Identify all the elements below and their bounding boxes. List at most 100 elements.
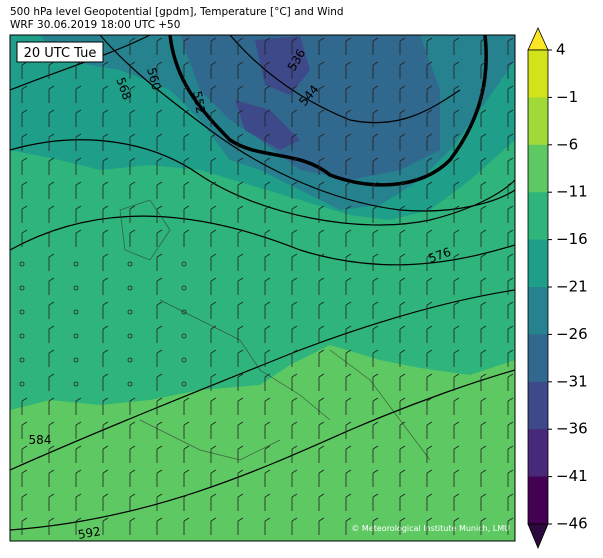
- wind-barb: [183, 61, 190, 79]
- wind-barb: [102, 469, 109, 487]
- wind-barb: [129, 445, 136, 463]
- wind-barb: [129, 181, 136, 199]
- wind-barb: [426, 349, 433, 367]
- wind-barb: [399, 445, 406, 463]
- calm-marker: [181, 381, 187, 387]
- wind-barb: [210, 133, 217, 151]
- wind-barb: [480, 301, 487, 319]
- calm-marker: [127, 333, 133, 339]
- wind-barb: [48, 445, 55, 463]
- wind-barb: [426, 373, 433, 391]
- colorbar-band: [528, 429, 548, 478]
- wind-barb: [399, 325, 406, 343]
- wind-barb: [21, 469, 28, 487]
- calm-marker: [19, 357, 25, 363]
- wind-barb: [291, 229, 298, 247]
- wind-barb: [480, 229, 487, 247]
- wind-barb: [102, 181, 109, 199]
- wind-barb: [372, 325, 379, 343]
- wind-barb: [399, 517, 406, 535]
- wind-barb: [264, 325, 271, 343]
- wind-barb: [291, 397, 298, 415]
- wind-barb: [264, 181, 271, 199]
- wind-barb: [210, 421, 217, 439]
- wind-barb: [426, 229, 433, 247]
- wind-barb: [372, 517, 379, 535]
- wind-barb: [453, 253, 460, 271]
- wind-barb: [372, 109, 379, 127]
- wind-barb: [318, 517, 325, 535]
- colorbar-tick-label: −36: [556, 420, 588, 438]
- wind-barb: [507, 421, 514, 439]
- wind-barb: [291, 181, 298, 199]
- wind-barb: [318, 85, 325, 103]
- map-frame: [9, 34, 516, 542]
- wind-barb: [102, 133, 109, 151]
- wind-barb: [75, 133, 82, 151]
- wind-barb: [426, 37, 433, 55]
- wind-barb: [264, 85, 271, 103]
- wind-barb: [372, 277, 379, 295]
- wind-barb: [399, 469, 406, 487]
- wind-barb: [507, 301, 514, 319]
- wind-barb: [237, 373, 244, 391]
- calm-marker: [73, 357, 79, 363]
- wind-barb: [453, 445, 460, 463]
- wind-barb: [372, 205, 379, 223]
- wind-barb: [453, 421, 460, 439]
- wind-barb: [507, 109, 514, 127]
- wind-barb: [129, 85, 136, 103]
- wind-barb: [264, 205, 271, 223]
- wind-barb: [345, 325, 352, 343]
- wind-barb: [426, 205, 433, 223]
- wind-barb: [156, 85, 163, 103]
- wind-barb: [48, 109, 55, 127]
- wind-barb: [210, 517, 217, 535]
- wind-barb: [183, 181, 190, 199]
- wind-barb: [210, 277, 217, 295]
- wind-barb: [237, 109, 244, 127]
- wind-barb: [426, 133, 433, 151]
- calm-marker: [73, 285, 79, 291]
- wind-barb: [237, 493, 244, 511]
- colorbar-band: [528, 476, 548, 525]
- wind-barb: [129, 469, 136, 487]
- wind-barb: [264, 469, 271, 487]
- wind-barb: [318, 445, 325, 463]
- wind-barb: [426, 85, 433, 103]
- wind-barb: [480, 373, 487, 391]
- wind-barb: [291, 421, 298, 439]
- wind-barb: [399, 37, 406, 55]
- wind-barb: [318, 421, 325, 439]
- colorbar-tick-label: −6: [556, 135, 578, 153]
- contour-label: 560: [144, 66, 163, 92]
- wind-barb: [480, 517, 487, 535]
- wind-barb: [480, 397, 487, 415]
- wind-barb: [480, 421, 487, 439]
- wind-barb: [183, 205, 190, 223]
- wind-barb: [102, 61, 109, 79]
- wind-barb: [426, 397, 433, 415]
- colorbar-tick-label: −21: [556, 278, 588, 296]
- wind-barb: [480, 157, 487, 175]
- wind-barb: [48, 421, 55, 439]
- wind-barb: [21, 109, 28, 127]
- wind-barb: [507, 181, 514, 199]
- wind-barb: [129, 61, 136, 79]
- colorbar-band: [528, 144, 548, 193]
- wind-barb: [129, 493, 136, 511]
- title-line-2: WRF 30.06.2019 18:00 UTC +50: [10, 19, 180, 31]
- wind-barb: [453, 373, 460, 391]
- wind-barb: [210, 61, 217, 79]
- wind-barb: [129, 157, 136, 175]
- wind-barb: [291, 493, 298, 511]
- wind-barb: [129, 205, 136, 223]
- wind-barb: [264, 397, 271, 415]
- wind-barb: [264, 37, 271, 55]
- wind-barb: [399, 229, 406, 247]
- wind-barb: [345, 85, 352, 103]
- wind-barb: [507, 277, 514, 295]
- colorbar-extend-top: [527, 27, 549, 51]
- wind-barb: [156, 349, 163, 367]
- wind-barb: [21, 181, 28, 199]
